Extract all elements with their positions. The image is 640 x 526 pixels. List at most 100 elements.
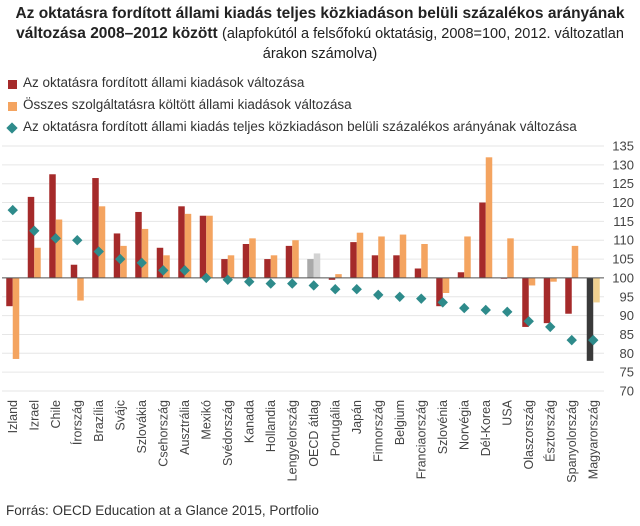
- x-tick-label: Magyarország: [586, 400, 600, 479]
- x-tick-label: Írország: [69, 400, 84, 445]
- x-tick-label: Csehország: [156, 400, 170, 467]
- bar-series-1: [522, 277, 529, 327]
- bar-series-1: [113, 233, 121, 278]
- marker-series-3: [29, 225, 40, 237]
- bar-series-1: [92, 178, 99, 278]
- bar-series-2: [34, 247, 41, 278]
- y-tick-label: 75: [620, 365, 634, 380]
- bar-series-1: [49, 174, 56, 278]
- marker-series-3: [502, 306, 513, 318]
- x-tick-label: Lengyelország: [285, 400, 299, 481]
- chart-title-main: Az oktatásra fordított állami kiadás tel…: [15, 5, 625, 42]
- marker-series-3: [201, 272, 212, 284]
- bar-series-2: [141, 228, 149, 278]
- y-tick-label: 130: [612, 157, 634, 172]
- bar-series-2: [528, 277, 536, 286]
- bar-series-2: [55, 219, 63, 278]
- x-tick-label: USA: [500, 399, 514, 425]
- bar-series-1: [371, 255, 379, 278]
- bar-series-1: [178, 206, 185, 278]
- x-tick-label: Svájc: [113, 400, 127, 431]
- marker-series-3: [545, 321, 556, 333]
- bar-series-2: [120, 245, 127, 278]
- bar-series-1: [221, 259, 228, 278]
- x-tick-label: Szlovákia: [135, 400, 149, 454]
- y-tick-label: 125: [612, 176, 634, 191]
- x-tick-label: Hollandia: [264, 400, 278, 452]
- bar-series-2: [571, 245, 579, 278]
- source-note: Forrás: OECD Education at a Glance 2015,…: [6, 503, 319, 518]
- bar-series-1: [586, 277, 594, 361]
- bar-series-1: [70, 264, 78, 278]
- y-tick-label: 120: [612, 195, 634, 210]
- marker-series-3: [265, 278, 276, 289]
- x-tick-label: Japán: [350, 400, 364, 434]
- marker-series-3: [480, 304, 491, 316]
- marker-series-3: [459, 302, 470, 314]
- x-tick-label: Norvégia: [457, 400, 471, 450]
- y-tick-label: 85: [620, 327, 634, 342]
- marker-series-3: [244, 276, 255, 287]
- chart-title-sub: (alapfokútól a felsőfokú oktatásig, 2008…: [222, 26, 624, 62]
- bar-series-2: [593, 277, 600, 303]
- bar-series-1: [199, 215, 207, 278]
- bar-series-1: [479, 202, 486, 278]
- legend-swatch-series-2: [8, 102, 17, 111]
- x-tick-label: OECD átlag: [307, 400, 321, 467]
- bar-series-1: [457, 272, 465, 278]
- bar-series-2: [356, 232, 364, 278]
- x-tick-label: Chile: [49, 400, 63, 429]
- bar-series-1: [242, 244, 250, 278]
- bar-series-2: [292, 240, 299, 278]
- bar-series-1: [156, 247, 164, 278]
- marker-series-3: [394, 291, 405, 302]
- x-tick-label: Portugália: [328, 400, 342, 456]
- y-tick-label: 100: [612, 270, 634, 285]
- marker-series-3: [523, 316, 534, 327]
- marker-series-3: [287, 278, 298, 289]
- marker-series-3: [115, 253, 126, 265]
- legend-label-series-1: Az oktatásra fordított állami kiadások v…: [23, 75, 305, 90]
- y-tick-label: 105: [612, 252, 634, 267]
- marker-series-3: [588, 334, 599, 346]
- bar-series-1: [6, 277, 13, 307]
- y-tick-label: 90: [620, 308, 634, 323]
- bar-series-2: [335, 274, 342, 278]
- bar-series-2: [442, 277, 450, 293]
- marker-series-3: [158, 265, 169, 276]
- marker-series-3: [373, 289, 384, 301]
- x-tick-label: Szlovénia: [436, 400, 450, 454]
- bar-series-2: [184, 213, 192, 278]
- x-tick-label: Észtország: [542, 400, 557, 462]
- bar-series-2: [270, 255, 278, 278]
- bar-series-1: [393, 255, 400, 278]
- bar-series-2: [227, 255, 235, 278]
- marker-series-3: [437, 297, 448, 308]
- bar-series-2: [507, 238, 514, 278]
- bar-series-2: [313, 253, 321, 278]
- bar-series-1: [543, 277, 551, 324]
- marker-series-3: [179, 265, 190, 276]
- x-tick-label: Belgium: [393, 400, 407, 445]
- x-tick-label: Franciaország: [414, 400, 428, 479]
- x-tick-label: Mexikó: [199, 400, 213, 440]
- x-tick-label: Olaszország: [522, 400, 536, 470]
- bar-series-2: [249, 238, 256, 278]
- y-tick-label: 115: [613, 214, 634, 229]
- y-tick-label: 70: [620, 384, 634, 399]
- marker-series-3: [72, 235, 83, 246]
- chart-title: Az oktatásra fordított állami kiadás tel…: [0, 4, 640, 64]
- x-tick-label: Dél-Korea: [479, 400, 493, 456]
- bar-series-1: [264, 259, 271, 278]
- bar-series-1: [285, 245, 293, 278]
- marker-series-3: [416, 293, 427, 304]
- marker-series-3: [351, 284, 362, 295]
- bar-series-2: [464, 236, 471, 278]
- marker-series-3: [50, 233, 61, 244]
- bar-series-1: [328, 277, 336, 280]
- bar-series-1: [565, 277, 572, 314]
- legend-label-series-3: Az oktatásra fordított állami kiadás tel…: [23, 119, 577, 134]
- marker-series-3: [308, 280, 319, 291]
- bar-series-1: [307, 259, 314, 278]
